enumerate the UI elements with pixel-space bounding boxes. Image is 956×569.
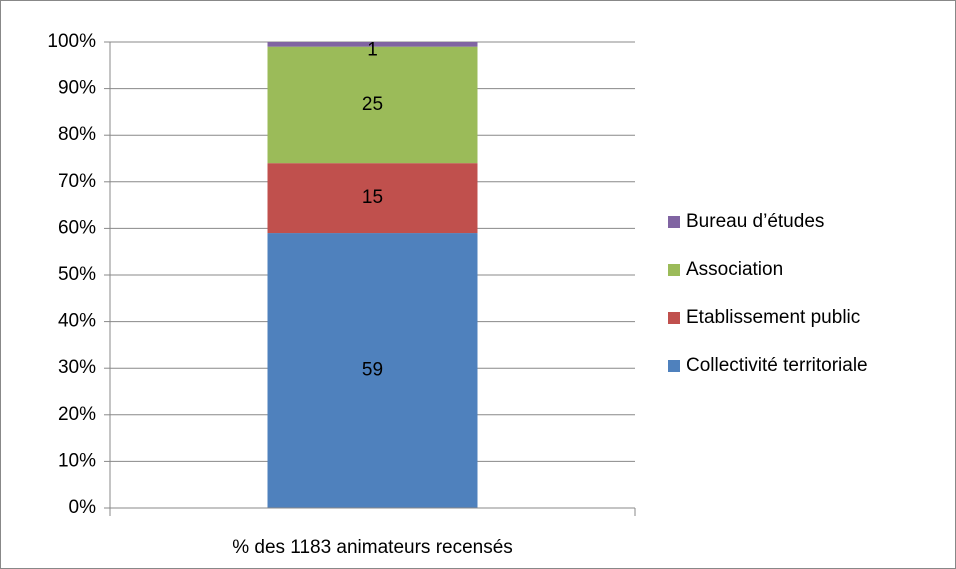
legend-label: Association	[686, 259, 783, 280]
y-tick-label: 80%	[58, 124, 96, 145]
bar-segment	[267, 233, 478, 508]
legend-swatch	[668, 312, 680, 324]
data-label: 25	[362, 94, 383, 115]
y-tick-label: 10%	[58, 450, 96, 471]
y-tick-label: 40%	[58, 311, 96, 332]
legend-label: Etablissement public	[686, 307, 860, 328]
legend-label: Collectivité territoriale	[686, 355, 868, 376]
legend-swatch	[668, 360, 680, 372]
legend-label: Bureau d’études	[686, 211, 824, 232]
legend-swatch	[668, 264, 680, 276]
y-tick-label: 70%	[58, 171, 96, 192]
bar-segment	[267, 163, 478, 234]
y-tick-label: 90%	[58, 78, 96, 99]
y-tick-label: 30%	[58, 357, 96, 378]
y-tick-label: 100%	[47, 31, 96, 52]
y-tick-label: 50%	[58, 264, 96, 285]
bar-segment	[267, 42, 478, 47]
y-tick-label: 60%	[58, 217, 96, 238]
x-tick-label: % des 1183 animateurs recensés	[232, 537, 513, 558]
data-label: 59	[362, 360, 383, 381]
bar-segment	[267, 46, 478, 164]
legend-swatch	[668, 216, 680, 228]
data-label: 1	[367, 39, 378, 60]
y-tick-label: 20%	[58, 404, 96, 425]
data-label: 15	[362, 187, 383, 208]
y-tick-label: 0%	[69, 497, 97, 518]
